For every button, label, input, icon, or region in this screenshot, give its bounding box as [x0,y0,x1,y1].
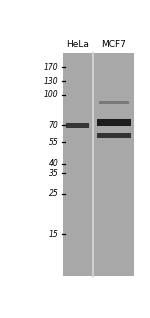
Text: MCF7: MCF7 [102,40,126,49]
Bar [99,101,129,104]
Text: 15: 15 [49,230,58,238]
Text: 35: 35 [49,169,58,178]
Bar [66,123,89,128]
Bar [63,53,134,276]
Bar [97,119,131,126]
Text: 40: 40 [49,159,58,168]
Text: 130: 130 [44,77,58,86]
Text: 170: 170 [44,63,58,72]
Text: 25: 25 [49,189,58,198]
Text: 70: 70 [49,121,58,130]
Text: 55: 55 [49,138,58,147]
Text: HeLa: HeLa [66,40,89,49]
Bar [97,133,131,138]
Text: 100: 100 [44,90,58,100]
